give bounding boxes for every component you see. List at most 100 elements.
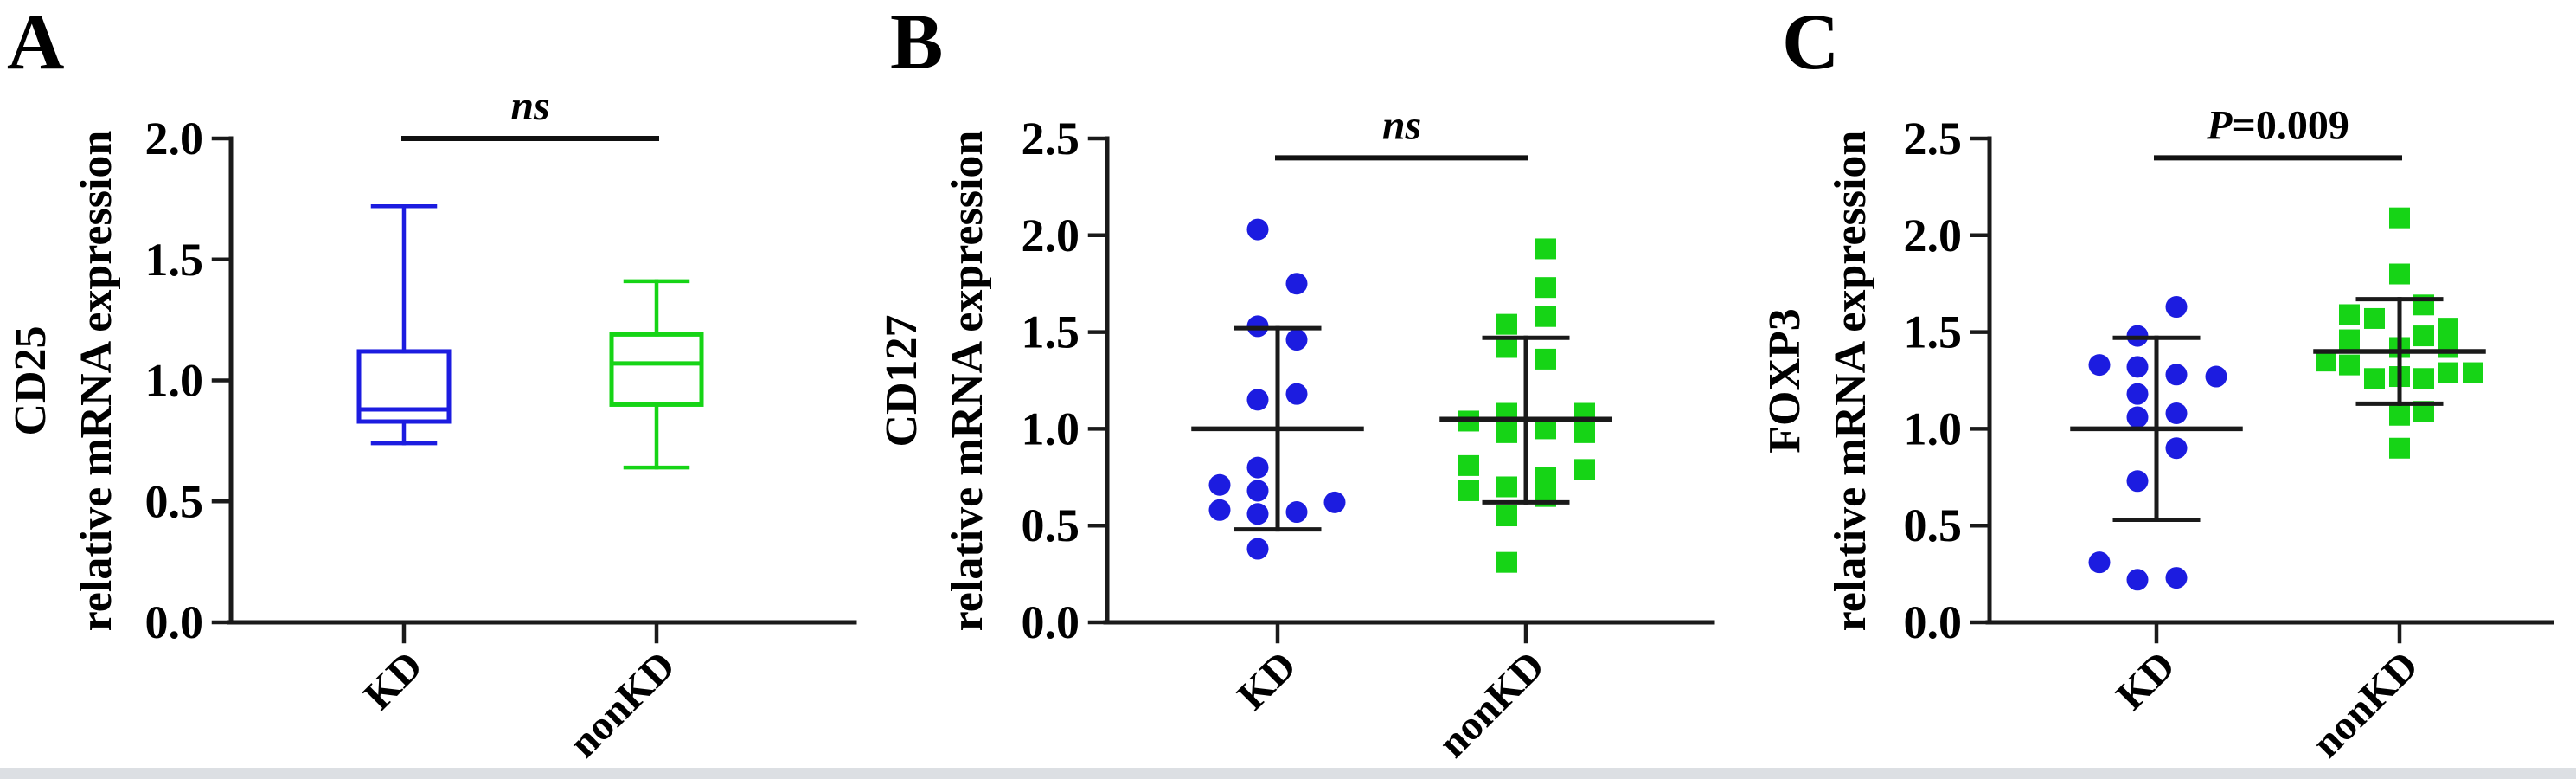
y-tick-label: 1.5 xyxy=(1904,306,1963,358)
panel-c-gene-label: FOXP3 xyxy=(1760,308,1810,454)
x-category-label: nonKD xyxy=(1430,642,1554,766)
significance-label: P=0.009 xyxy=(2206,102,2349,148)
panel-a: A CD25 relative mRNA expression ns 0.0 0.5… xyxy=(0,0,859,779)
series-KD xyxy=(356,204,452,446)
y-tick-label: 2.5 xyxy=(1904,113,1963,164)
panel-a-plot: CD25 relative mRNA expression ns 0.0 0.5 1.… xyxy=(6,83,857,766)
data-point xyxy=(1246,480,1269,502)
series-nonKD xyxy=(2313,207,2486,459)
data-point xyxy=(1246,218,1269,241)
data-point xyxy=(1285,273,1308,295)
data-point xyxy=(1496,337,1517,358)
y-tick-label: 2.0 xyxy=(145,113,204,164)
data-point xyxy=(1496,505,1517,527)
data-point xyxy=(2339,354,2360,376)
data-point xyxy=(1323,491,1346,513)
data-point xyxy=(1496,551,1517,573)
data-point xyxy=(1285,329,1308,351)
panel-b-letter: B xyxy=(890,0,944,86)
x-category-label: KD xyxy=(2107,642,2183,718)
data-point xyxy=(2165,437,2188,460)
data-point xyxy=(2389,263,2410,285)
x-category-label: nonKD xyxy=(2304,642,2427,766)
panel-a-yaxis-label: relative mRNA expression xyxy=(72,131,121,632)
data-point xyxy=(2165,364,2188,386)
data-point xyxy=(1535,306,1556,327)
data-point xyxy=(2413,325,2434,347)
y-tick-label: 0.0 xyxy=(1904,596,1963,648)
panel-a-gene-label: CD25 xyxy=(6,325,55,435)
data-point xyxy=(1246,503,1269,525)
data-point xyxy=(1458,480,1479,501)
data-point xyxy=(1535,348,1556,370)
data-point xyxy=(2126,406,2149,428)
series-nonKD xyxy=(609,279,704,470)
data-point xyxy=(2088,551,2111,574)
data-point xyxy=(1535,277,1556,299)
panel-c-yaxis-label: relative mRNA expression xyxy=(1826,131,1875,632)
data-point xyxy=(2364,368,2385,390)
panel-c-plot: FOXP3 relative mRNA expression P=0.009 0.… xyxy=(1760,102,2554,766)
data-point xyxy=(1496,476,1517,498)
y-tick-label: 1.5 xyxy=(145,234,204,286)
data-point xyxy=(2316,351,2336,372)
data-point xyxy=(2126,356,2149,378)
x-category-label: KD xyxy=(1228,642,1304,718)
panel-a-letter: A xyxy=(7,0,65,86)
data-point xyxy=(2165,567,2188,589)
data-point xyxy=(2364,307,2385,329)
data-point xyxy=(2463,362,2483,383)
data-point xyxy=(2339,329,2360,351)
data-point xyxy=(2165,296,2188,319)
y-tick-label: 0.5 xyxy=(1022,499,1080,551)
panel-c: C FOXP3 relative mRNA expression P=0.009… xyxy=(1718,0,2576,779)
panel-b-gene-label: CD127 xyxy=(877,314,926,447)
panel-c-letter: C xyxy=(1782,0,1840,86)
y-tick-label: 0.0 xyxy=(145,596,204,648)
data-point xyxy=(2389,207,2410,229)
data-point xyxy=(2389,437,2410,459)
data-point xyxy=(2165,402,2188,425)
data-point xyxy=(2438,362,2458,383)
data-point xyxy=(2205,365,2227,388)
y-tick-label: 2.0 xyxy=(1904,209,1963,261)
data-point xyxy=(1246,538,1269,560)
data-point xyxy=(2126,569,2149,591)
data-point xyxy=(2438,337,2458,358)
series-KD xyxy=(2070,296,2243,591)
panel-b-plot: CD127 relative mRNA expression ns 0.0 0.5 1… xyxy=(877,102,1715,766)
data-point xyxy=(1208,473,1231,496)
y-tick-label: 1.5 xyxy=(1022,306,1080,358)
y-tick-label: 2.5 xyxy=(1022,113,1080,164)
data-point xyxy=(1285,383,1308,405)
bottom-strip xyxy=(0,768,2576,779)
data-point xyxy=(2413,368,2434,390)
data-point xyxy=(2339,304,2360,325)
data-point xyxy=(1574,422,1595,443)
data-point xyxy=(1285,501,1308,524)
data-point xyxy=(1458,454,1479,476)
x-category-label: nonKD xyxy=(561,642,684,766)
data-point xyxy=(1535,418,1556,440)
data-point xyxy=(2438,318,2458,339)
significance-label: ns xyxy=(510,83,549,129)
y-tick-label: 0.5 xyxy=(145,475,204,527)
data-point xyxy=(2088,354,2111,377)
y-tick-label: 2.0 xyxy=(1022,209,1080,261)
data-point xyxy=(1246,456,1269,479)
data-point xyxy=(1496,422,1517,443)
data-point xyxy=(1208,499,1231,521)
significance-label: ns xyxy=(1382,102,1421,148)
box xyxy=(356,349,452,424)
y-tick-label: 0.5 xyxy=(1904,499,1963,551)
data-point xyxy=(1574,459,1595,480)
data-point xyxy=(2126,383,2149,405)
y-tick-label: 1.0 xyxy=(145,355,204,407)
data-point xyxy=(1496,313,1517,335)
box xyxy=(609,332,704,407)
y-tick-label: 1.0 xyxy=(1022,402,1080,454)
series-KD xyxy=(1191,218,1364,560)
data-point xyxy=(1246,389,1269,411)
data-point xyxy=(2389,404,2410,426)
